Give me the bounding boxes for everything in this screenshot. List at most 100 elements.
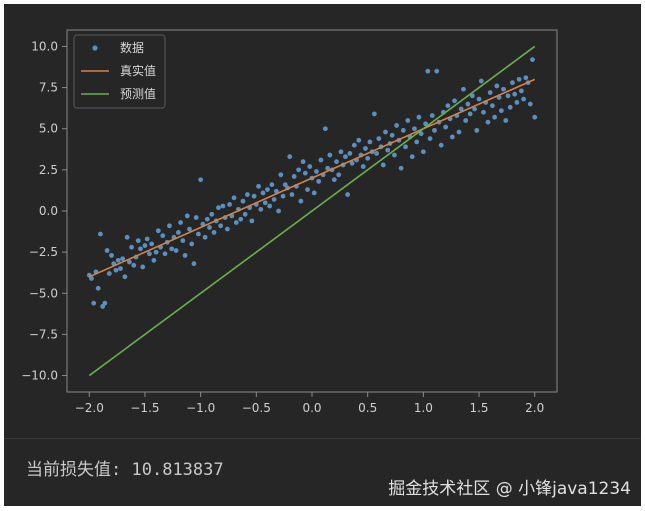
data-point xyxy=(182,253,188,258)
loss-label: 当前损失值: xyxy=(26,460,122,480)
data-point xyxy=(126,259,132,265)
data-point xyxy=(202,234,208,240)
data-point xyxy=(449,134,455,140)
data-point xyxy=(365,155,371,161)
data-point xyxy=(193,215,199,220)
data-point xyxy=(409,154,415,160)
data-point xyxy=(458,106,464,112)
data-point xyxy=(501,86,506,92)
data-point xyxy=(245,192,250,197)
y-axis: 10.0 7.5 5.0 2.5 0.0 −2.5 −5.0 −7.5 −10.0 xyxy=(21,39,67,383)
data-point xyxy=(523,75,529,81)
data-point xyxy=(476,96,482,102)
data-point xyxy=(322,126,328,132)
watermark: 掘金技术社区 @ 小锋java1234 xyxy=(388,479,631,499)
data-point xyxy=(198,177,204,183)
data-point xyxy=(196,231,201,237)
data-point xyxy=(311,190,317,196)
data-point xyxy=(392,152,397,158)
data-point xyxy=(242,211,248,217)
data-point xyxy=(175,229,181,235)
data-point xyxy=(209,211,215,217)
data-point xyxy=(131,262,137,268)
data-point xyxy=(418,131,424,137)
data-point xyxy=(240,198,246,204)
loss-readout: 当前损失值: 10.813837 xyxy=(26,455,224,480)
data-point xyxy=(233,220,239,225)
data-point xyxy=(463,118,469,123)
data-point xyxy=(231,195,237,201)
data-point xyxy=(478,78,484,84)
data-point xyxy=(380,162,386,168)
data-point xyxy=(438,142,444,148)
data-point xyxy=(258,206,264,212)
data-point xyxy=(351,142,357,148)
data-point xyxy=(162,251,168,257)
data-point xyxy=(296,167,302,173)
data-point xyxy=(512,91,518,97)
data-point xyxy=(403,144,408,150)
data-point xyxy=(102,300,108,306)
data-point xyxy=(514,100,520,105)
data-point xyxy=(207,225,212,230)
data-point xyxy=(334,159,339,165)
data-point xyxy=(385,147,391,153)
x-tick-label: 2.0 xyxy=(525,401,544,415)
data-point xyxy=(367,139,373,145)
data-point xyxy=(273,188,279,194)
data-point xyxy=(265,187,270,193)
y-tick-label: 7.5 xyxy=(39,81,58,95)
data-point xyxy=(349,160,355,166)
data-point xyxy=(280,193,286,199)
data-point xyxy=(129,244,134,250)
y-tick-label: 2.5 xyxy=(39,163,58,177)
data-point xyxy=(400,127,406,133)
data-point xyxy=(227,202,232,207)
x-tick-label: 1.0 xyxy=(414,401,433,415)
data-point xyxy=(394,123,400,128)
data-point xyxy=(124,234,130,240)
data-point xyxy=(343,154,348,160)
data-point xyxy=(300,159,306,165)
data-point xyxy=(249,218,255,224)
data-point xyxy=(492,114,498,120)
data-point xyxy=(271,197,277,202)
y-tick-label: 0.0 xyxy=(39,204,58,218)
data-point xyxy=(180,238,186,244)
data-point xyxy=(318,157,324,163)
x-tick-label: 1.5 xyxy=(469,401,488,415)
data-point xyxy=(89,276,94,281)
data-point xyxy=(516,76,522,82)
data-point xyxy=(405,118,411,123)
data-point xyxy=(474,127,480,133)
data-point xyxy=(507,104,513,110)
data-point xyxy=(325,165,330,171)
data-point xyxy=(191,261,197,267)
data-point xyxy=(376,136,382,142)
y-tick-label: −2.5 xyxy=(29,245,58,259)
data-point xyxy=(160,233,166,239)
data-point xyxy=(503,118,509,123)
data-point xyxy=(360,164,366,169)
series-line-true xyxy=(88,78,536,278)
data-point xyxy=(302,170,308,176)
x-tick-label: −0.5 xyxy=(242,401,271,415)
data-point xyxy=(481,109,486,115)
data-point xyxy=(505,93,511,99)
data-point xyxy=(144,236,150,242)
x-tick-label: −1.0 xyxy=(186,401,215,415)
x-tick-label: −1.5 xyxy=(130,401,159,415)
data-point xyxy=(118,266,123,271)
data-point xyxy=(432,127,437,133)
data-point xyxy=(142,243,148,248)
data-point xyxy=(204,216,210,222)
data-point xyxy=(427,136,433,142)
data-point xyxy=(147,251,152,257)
data-point xyxy=(371,111,377,117)
data-point xyxy=(224,226,230,232)
data-point xyxy=(487,90,493,95)
y-tick-label: −10.0 xyxy=(21,369,58,383)
y-tick-label: 5.0 xyxy=(39,122,58,136)
data-point xyxy=(467,111,473,117)
x-axis: −2.0 −1.5 −1.0 −0.5 0.0 0.5 1.0 1.5 2.0 xyxy=(75,392,544,415)
